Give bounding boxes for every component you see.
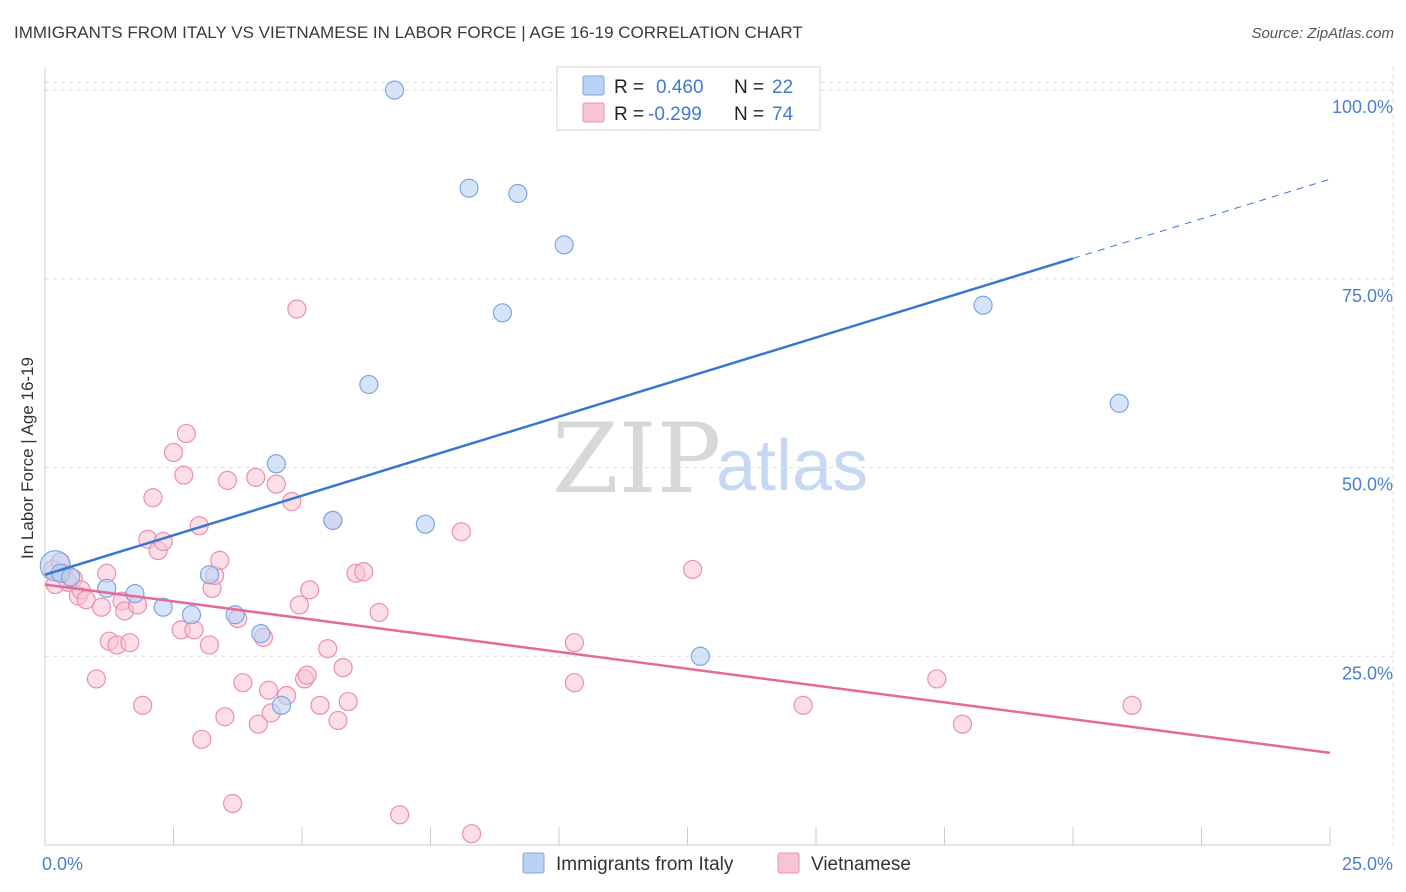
- vietnamese-point: [952, 714, 973, 734]
- axes: [44, 67, 1331, 846]
- chart-title: IMMIGRANTS FROM ITALY VS VIETNAMESE IN L…: [14, 23, 803, 42]
- source-label: Source: ZipAtlas.com: [1251, 25, 1394, 42]
- x-tick-label: 0.0%: [42, 854, 83, 874]
- italy-point: [492, 303, 513, 323]
- vietnamese-point: [163, 442, 184, 463]
- y-tick-label: 50.0%: [1342, 475, 1393, 495]
- legend-n-label-viet: N =: [734, 104, 764, 125]
- vietnamese-point: [297, 665, 317, 685]
- vietnamese-point: [133, 695, 153, 715]
- legend-r-value-viet: -0.299: [648, 104, 702, 125]
- vietnamese-point: [210, 550, 230, 571]
- italy-point: [199, 565, 220, 585]
- y-axis-label: In Labor Force | Age 16-19: [18, 357, 37, 559]
- x-tick-label: 25.0%: [1342, 854, 1393, 874]
- italy-point: [1109, 393, 1129, 413]
- bottom-legend: Immigrants from Italy Vietnamese: [522, 852, 911, 875]
- legend-swatch-viet: [582, 102, 605, 123]
- italy-point: [415, 514, 435, 534]
- vietnamese-point: [338, 691, 358, 712]
- italy-trend-line: [44, 257, 1074, 576]
- vietnamese-point: [120, 633, 140, 653]
- vietnamese-point: [564, 633, 585, 653]
- vietnamese-point: [328, 710, 348, 731]
- tick-labels: 25.0% 50.0% 75.0% 100.0% 0.0% 25.0%: [42, 97, 1393, 874]
- legend-r-label-italy: R =: [614, 77, 644, 98]
- italy-point: [690, 646, 710, 666]
- italy-point: [266, 454, 286, 474]
- vietnamese-point: [86, 669, 107, 689]
- vietnamese-point: [683, 559, 703, 580]
- vietnamese-point: [390, 805, 410, 825]
- y-tick-label: 100.0%: [1332, 97, 1393, 117]
- italy-point: [973, 295, 993, 315]
- vietnamese-point: [223, 793, 243, 814]
- italy-point: [323, 510, 343, 530]
- bottom-legend-label-italy: Immigrants from Italy: [556, 854, 734, 875]
- italy-point: [508, 183, 528, 204]
- italy-point: [271, 695, 292, 715]
- trend-lines: [44, 178, 1331, 755]
- bottom-legend-label-viet: Vietnamese: [811, 854, 911, 875]
- italy-point: [459, 178, 479, 198]
- vietnamese-point: [927, 669, 947, 689]
- vietnamese-point: [793, 695, 813, 715]
- y-tick-label: 25.0%: [1342, 663, 1393, 683]
- vietnamese-point: [564, 673, 585, 693]
- legend-n-value-viet: 74: [772, 104, 794, 125]
- vietnamese-point: [233, 673, 253, 693]
- vietnamese-point: [174, 465, 194, 485]
- legend-r-value-italy: 0.460: [656, 77, 704, 98]
- vietnamese-point: [192, 729, 212, 749]
- legend-r-label-viet: R =: [614, 104, 644, 125]
- legend: R = 0.460 N = 22 R = -0.299 N = 74: [556, 66, 821, 131]
- vietnamese-point: [266, 474, 286, 494]
- watermark-zip: ZIP: [552, 403, 721, 515]
- vietnamese-point: [318, 639, 338, 659]
- legend-n-value-italy: 22: [772, 77, 793, 98]
- italy-point: [251, 624, 271, 644]
- vietnamese-point: [199, 635, 220, 655]
- bottom-legend-swatch-viet: [777, 852, 800, 874]
- italy-trend-extension: [1072, 178, 1331, 259]
- vietnamese-point: [287, 299, 307, 319]
- vietnamese-trend-line: [44, 583, 1331, 755]
- vietnamese-point: [176, 423, 196, 444]
- vietnamese-point: [258, 680, 279, 700]
- vietnamese-point: [451, 522, 471, 542]
- vietnamese-point: [217, 470, 238, 490]
- legend-swatch-italy: [582, 75, 605, 96]
- vietnamese-point: [215, 707, 235, 727]
- vietnamese-point: [300, 580, 320, 600]
- vietnamese-point: [248, 714, 268, 734]
- vietnamese-point: [354, 562, 374, 582]
- italy-point: [61, 567, 81, 587]
- y-tick-label: 75.0%: [1342, 286, 1393, 306]
- italy-point: [554, 235, 574, 255]
- italy-point: [384, 80, 405, 100]
- legend-n-label-italy: N =: [734, 77, 764, 98]
- italy-point: [181, 605, 202, 625]
- vietnamese-point: [91, 597, 112, 617]
- watermark: ZIP atlas: [552, 403, 868, 515]
- vietnamese-point: [1122, 695, 1142, 715]
- vietnamese-point: [369, 602, 389, 623]
- vietnamese-point: [310, 695, 330, 715]
- bottom-legend-swatch-italy: [522, 852, 545, 874]
- vietnamese-point: [143, 488, 163, 508]
- vietnamese-point: [246, 467, 266, 487]
- watermark-atlas: atlas: [716, 426, 868, 506]
- italy-points: [39, 80, 1129, 715]
- vietnamese-point: [289, 595, 310, 615]
- italy-point: [125, 584, 145, 604]
- vietnamese-point: [333, 657, 353, 678]
- italy-point: [153, 597, 173, 617]
- italy-point: [359, 374, 379, 395]
- vietnamese-point: [462, 824, 482, 844]
